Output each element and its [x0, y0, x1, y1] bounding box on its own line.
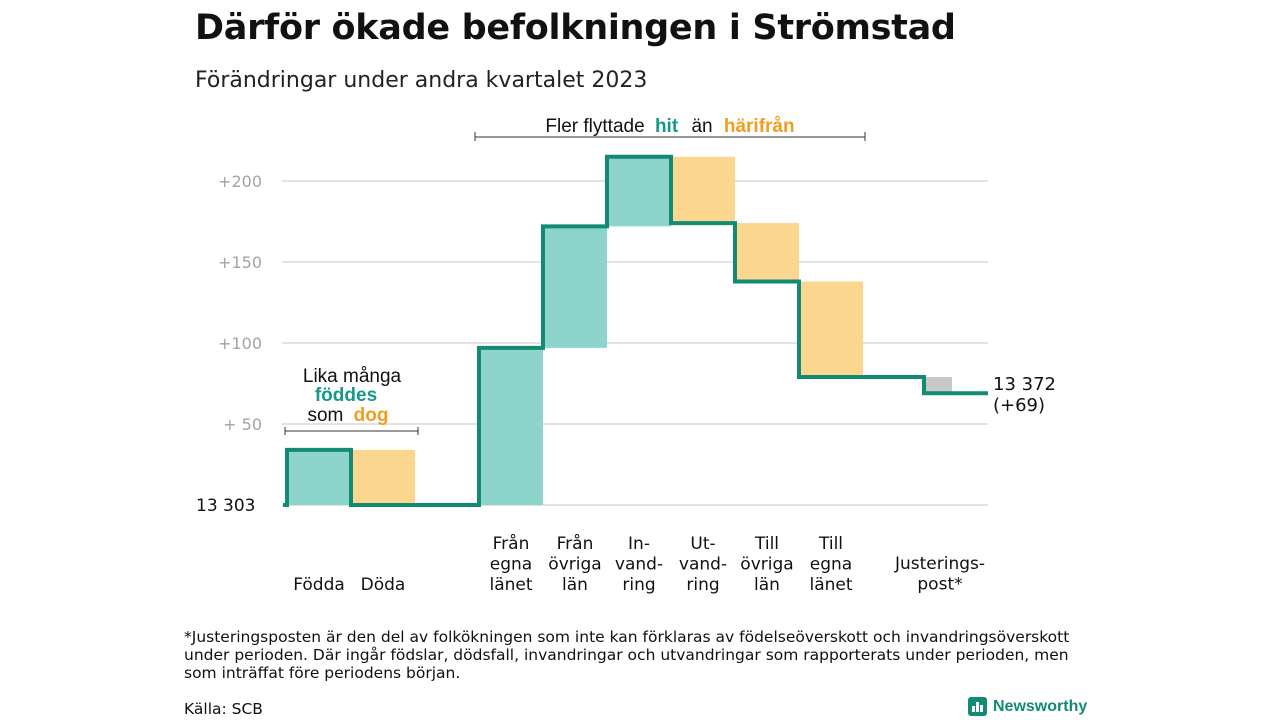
- migration-annotation-prefix: Fler flyttade: [545, 116, 644, 137]
- category-label: Från: [493, 533, 530, 554]
- waterfall-bar: [479, 347, 543, 505]
- category-label: Ut-: [690, 534, 715, 554]
- category-label: övriga: [740, 555, 793, 575]
- waterfall-bar: [351, 449, 415, 505]
- births-annotation-fodd: föddes: [315, 385, 377, 406]
- newsworthy-logo-text: Newsworthy: [993, 697, 1088, 715]
- waterfall-bar: [799, 281, 863, 378]
- line-layer: [283, 154, 988, 507]
- end-value-label: 13 372: [993, 374, 1056, 395]
- category-label: In-: [628, 534, 650, 554]
- births-annotation: Lika många föddes som dog: [284, 366, 419, 435]
- category-label: övriga: [548, 555, 601, 575]
- category-label: län: [562, 575, 588, 595]
- chart-subtitle: Förändringar under andra kvartalet 2023: [195, 68, 648, 93]
- bar-layer: [287, 156, 952, 505]
- population-step-line: [283, 154, 988, 507]
- migration-annotation-text: Fler flyttade hit än härifrån: [545, 116, 794, 137]
- births-annotation-dog: dog: [354, 405, 389, 426]
- migration-annotation-hit: hit: [655, 116, 679, 137]
- category-label: ring: [622, 575, 655, 595]
- migration-annotation-middle: än: [691, 116, 712, 137]
- source-label: Källa: SCB: [184, 700, 263, 718]
- category-label: Döda: [361, 575, 406, 595]
- category-label: egna: [810, 555, 852, 575]
- waterfall-bar: [671, 156, 735, 224]
- grid-layer: + 50 +100 +150 +200: [218, 172, 988, 506]
- category-label: Från: [557, 533, 594, 554]
- category-label: Till: [818, 534, 843, 554]
- births-annotation-som: som: [307, 405, 343, 426]
- category-label: länet: [809, 575, 852, 595]
- category-label: Till: [754, 534, 779, 554]
- category-label: vand-: [679, 555, 727, 575]
- category-label: vand-: [615, 555, 663, 575]
- migration-annotation-harifran: härifrån: [724, 116, 795, 137]
- y-tick-label: +100: [218, 334, 262, 353]
- category-label: län: [754, 575, 780, 595]
- adjustment-label: Justerings-: [894, 554, 985, 574]
- adjustment-label: post*: [917, 575, 962, 595]
- waterfall-bar: [543, 226, 607, 348]
- adjustment-bar: [924, 377, 952, 394]
- migration-annotation: Fler flyttade hit än härifrån: [474, 116, 866, 141]
- births-annotation-line1: Lika många: [303, 366, 402, 387]
- chart-title: Därför ökade befolkningen i Strömstad: [195, 8, 956, 48]
- y-tick-label: +150: [218, 253, 262, 272]
- newsworthy-logo: Newsworthy: [968, 697, 1087, 716]
- base-value-label: 13 303: [196, 496, 255, 516]
- category-label: ring: [686, 575, 719, 595]
- waterfall-bar: [287, 449, 351, 505]
- newsworthy-logo-icon: [968, 697, 987, 716]
- waterfall-bar: [607, 156, 671, 227]
- y-tick-label: + 50: [223, 415, 262, 434]
- end-change-label: (+69): [993, 395, 1045, 416]
- footnote: *Justeringsposten är den del av folkökni…: [184, 628, 1070, 682]
- category-label: egna: [490, 555, 532, 575]
- births-annotation-line3: som dog: [307, 405, 388, 426]
- waterfall-bar: [735, 223, 799, 282]
- category-label: Födda: [293, 575, 345, 595]
- category-label: länet: [489, 575, 532, 595]
- y-tick-label: +200: [218, 172, 262, 191]
